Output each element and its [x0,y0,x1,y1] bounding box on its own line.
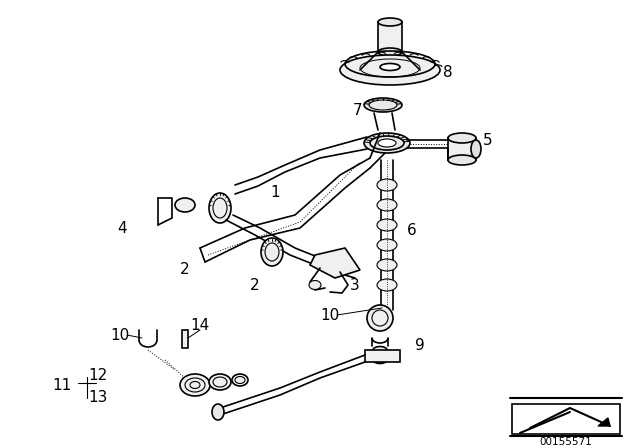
Text: 12: 12 [88,367,108,383]
Ellipse shape [471,140,481,158]
Text: 9: 9 [415,337,425,353]
Ellipse shape [373,346,387,353]
Ellipse shape [377,219,397,231]
Polygon shape [378,22,402,52]
Polygon shape [310,248,360,278]
Text: 1: 1 [270,185,280,199]
Ellipse shape [364,133,410,153]
Text: 4: 4 [117,220,127,236]
Ellipse shape [448,133,476,143]
Text: 2: 2 [180,263,190,277]
Ellipse shape [209,374,231,390]
Text: 13: 13 [88,391,108,405]
Polygon shape [365,350,400,362]
Text: 00155571: 00155571 [540,437,593,447]
Ellipse shape [377,279,397,291]
Polygon shape [512,404,620,434]
Text: 5: 5 [483,133,493,147]
Ellipse shape [378,48,402,56]
Polygon shape [448,138,476,160]
Ellipse shape [378,139,396,147]
Text: 6: 6 [407,223,417,237]
Text: 11: 11 [52,378,72,392]
Circle shape [367,305,393,331]
Ellipse shape [180,374,210,396]
Ellipse shape [373,357,387,363]
Text: 7: 7 [353,103,363,117]
Text: 10: 10 [110,327,130,343]
Ellipse shape [175,198,195,212]
Ellipse shape [377,239,397,251]
Text: 8: 8 [443,65,453,79]
Ellipse shape [309,280,321,289]
Ellipse shape [448,155,476,165]
Text: 3: 3 [350,277,360,293]
Ellipse shape [340,55,440,85]
Ellipse shape [209,193,231,223]
Text: 2: 2 [250,277,260,293]
Ellipse shape [380,64,400,70]
Text: 10: 10 [321,307,340,323]
Polygon shape [598,418,610,426]
Ellipse shape [232,374,248,386]
Polygon shape [182,330,188,348]
Ellipse shape [212,404,224,420]
Ellipse shape [377,259,397,271]
Ellipse shape [377,179,397,191]
Text: 14: 14 [190,319,210,333]
Ellipse shape [378,18,402,26]
Ellipse shape [364,98,402,112]
Ellipse shape [261,238,283,266]
Ellipse shape [377,199,397,211]
